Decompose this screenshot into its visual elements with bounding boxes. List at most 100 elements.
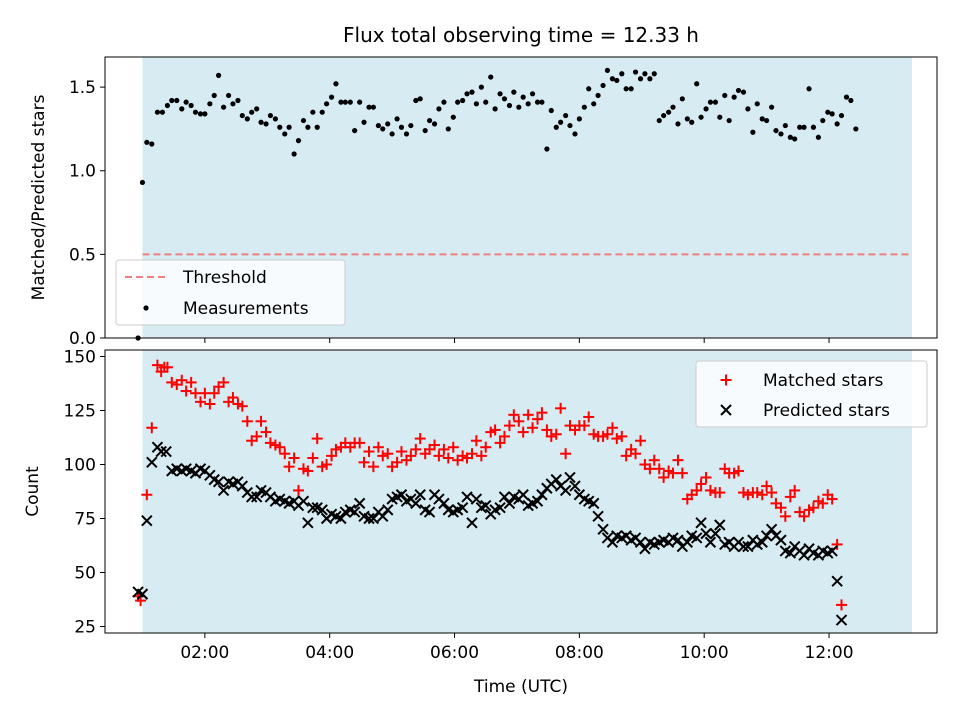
count-panel: 25 50 75 100 125 150 02:00 04:00 06:00 08:00 10:0… [23,347,938,697]
measurement-point [759,116,765,122]
matched-star-point [550,428,562,440]
measurement-point [215,72,222,78]
matched-star-point [429,439,441,451]
measurement-point [810,124,817,130]
measurement-point [722,92,728,99]
matched-star-point [532,413,544,425]
measurement-point [576,116,582,122]
matched-star-point [789,484,801,496]
measurement-point [679,96,685,102]
matched-star-point [508,409,520,421]
matched-star-point [274,441,286,453]
measurement-point [144,139,150,145]
measurement-point [267,112,274,119]
measurement-point [806,86,812,92]
matched-star-point [807,502,819,514]
predicted-star-point [302,517,314,529]
predicted-star-point [363,512,375,525]
matched-star-point [241,415,253,427]
measurement-point [277,124,283,130]
measurement-point [431,121,438,127]
measurement-point [797,124,803,130]
predicted-star-point [737,540,750,553]
matched-star-point [700,471,712,483]
matched-star-point [321,458,333,470]
measurement-point [478,84,484,90]
matched-star-point [644,463,656,475]
matched-star-point [251,430,263,442]
measurement-point [773,127,779,134]
matched-star-point [630,448,642,460]
predicted-star-point [784,547,797,559]
matched-star-point [367,461,379,473]
measurement-point [305,124,311,130]
predicted-star-point [704,536,717,548]
predicted-star-point [709,527,722,540]
count-y-tick-label: 25 [74,618,96,638]
predicted-star-point [831,575,843,587]
matched-star-point [190,387,202,399]
predicted-star-point [245,491,258,503]
measurement-point [563,112,569,119]
measurement-point [591,101,597,107]
measurement-point [506,102,513,109]
ratio-legend: Threshold Measurements [115,259,346,326]
legend-plus-marker [720,374,732,386]
measurement-point [628,86,634,92]
matched-star-point [536,407,548,419]
measurement-point [333,81,339,87]
measurement-point [319,109,325,115]
measurement-point [651,71,657,77]
measurement-point [694,81,700,87]
matched-star-point [616,430,628,442]
measurement-point [656,117,662,124]
measurement-point [483,99,489,105]
measurement-point [497,91,503,97]
measurement-point [460,97,466,104]
predicted-star-point [531,495,544,507]
matched-star-point [691,484,703,496]
measurement-point [801,124,807,130]
x-tick-label: 08:00 [555,643,604,663]
count-y-tick-label: 150 [64,347,96,367]
matched-star-point [255,415,267,427]
matched-star-point [204,398,216,410]
measurement-point [684,116,690,122]
matched-star-point [442,452,454,464]
matched-star-point [414,433,426,445]
measurement-point [675,121,681,127]
predicted-star-point [335,512,347,525]
ratio-y-tick-label: 0.0 [69,329,96,349]
measurement-point [642,71,648,77]
ratio-panel: 0.0 0.5 1.0 1.5 Matched/Predicted stars Thr… [29,56,938,349]
measurement-point [647,76,653,82]
measurement-point [520,94,526,100]
measurement-point [455,99,461,105]
measurement-point [291,151,297,157]
measurement-point [548,107,554,114]
measurement-point [544,146,550,152]
measurement-point [778,131,784,137]
measurement-point [149,141,155,147]
measurement-point [263,121,269,127]
measurement-point [174,97,180,104]
measurement-point [567,122,573,129]
matched-star-point [395,446,407,458]
measurement-point [230,101,236,107]
predicted-star-point [456,501,469,514]
ratio-y-tick-label: 1.5 [69,78,96,98]
matched-star-point [517,426,529,438]
matched-star-point [522,409,534,421]
predicted-star-point [597,523,609,536]
predicted-star-point [410,497,422,510]
measurement-point [488,74,494,80]
matched-star-point [695,478,707,490]
matched-star-point [601,428,613,440]
predicted-star-point [564,471,576,484]
predicted-star-point [588,497,600,510]
measurement-point [422,127,428,134]
measurement-point [235,97,241,104]
predicted-star-point [517,489,529,501]
predicted-star-point [765,523,778,536]
measurement-point [511,89,517,95]
